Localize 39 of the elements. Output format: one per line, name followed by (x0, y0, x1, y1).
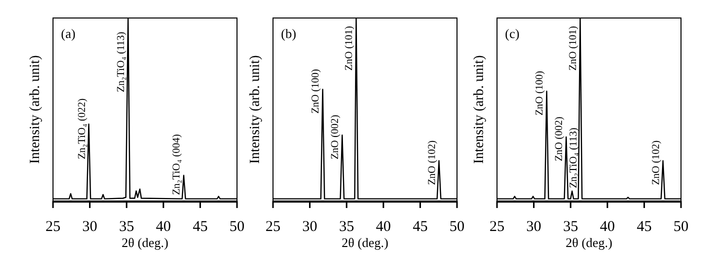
x-tick-label: 25 (266, 219, 280, 235)
annotation: Zn₂TiO₄ (004) (172, 134, 183, 195)
y-axis-title: Intensity (arb. unit) (28, 54, 43, 164)
annotation: ZnO (002) (554, 116, 566, 162)
x-tick-label: 25 (490, 219, 504, 235)
x-tick-label: 40 (376, 219, 391, 235)
x-tick-label: 40 (600, 219, 615, 235)
annotation: ZnO (102) (426, 140, 438, 186)
x-tick-label: 50 (230, 219, 244, 235)
text: (b) (281, 26, 296, 41)
annotation: Zn₂TiO₄ (113) (568, 127, 580, 188)
annotation: ZnO (102) (650, 140, 662, 186)
x-tick-label: 25 (46, 219, 60, 235)
x-tick-label: 30 (82, 219, 98, 235)
y-axis-title: Intensity (arb. unit) (248, 54, 263, 164)
x-axis-title: 2θ (deg.) (122, 235, 168, 250)
x-tick-label: 35 (119, 219, 134, 235)
x-tick-label: 35 (339, 219, 354, 235)
x-tick-label: 50 (450, 219, 464, 235)
text: (c) (505, 26, 520, 41)
x-tick-label: 30 (526, 219, 542, 235)
x-tick-label: 50 (674, 219, 688, 235)
x-axis-title: 2θ (deg.) (566, 235, 612, 250)
y-axis-title: Intensity (arb. unit) (472, 54, 487, 164)
annotation: ZnO (101) (568, 25, 580, 71)
x-axis-title: 2θ (deg.) (342, 235, 388, 250)
annotation: Zn₂TiO₄ (022) (76, 98, 88, 160)
x-tick-label: 40 (156, 219, 171, 235)
x-tick-label: 45 (192, 219, 208, 235)
annotation: ZnO (100) (310, 68, 322, 114)
x-tick-label: 45 (412, 219, 428, 235)
x-tick-label: 45 (636, 219, 652, 235)
text: (a) (61, 26, 76, 41)
x-tick-label: 30 (302, 219, 318, 235)
annotation: ZnO (101) (344, 25, 356, 71)
annotation: Zn₂TiO₄ (113) (116, 31, 128, 92)
annotation: ZnO (100) (534, 70, 546, 116)
annotation: ZnO (002) (330, 114, 342, 160)
x-tick-label: 35 (563, 219, 578, 235)
